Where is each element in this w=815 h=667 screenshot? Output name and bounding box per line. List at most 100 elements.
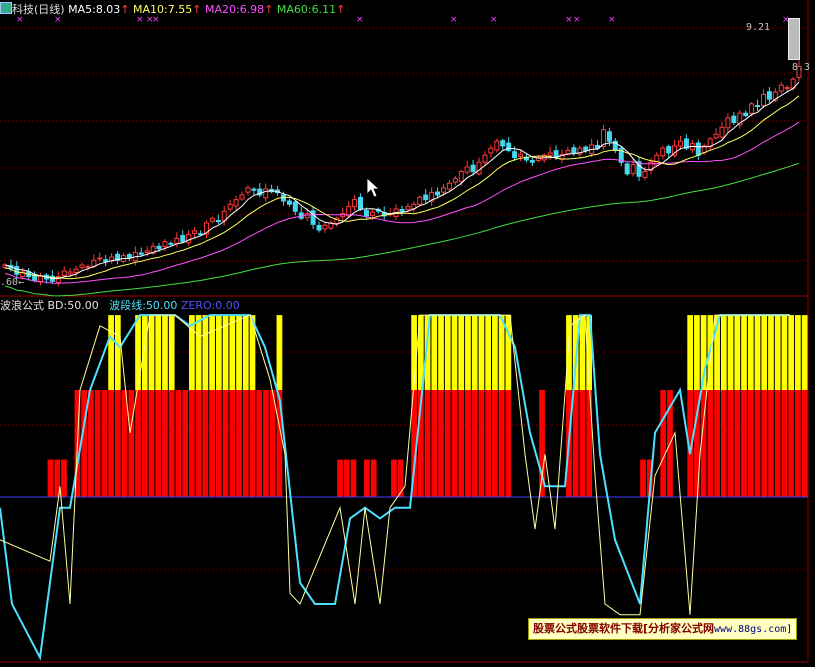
bd-bar-yellow bbox=[498, 315, 505, 390]
price-chart[interactable]: × × × ×× × × × × × × × bbox=[2, 15, 802, 297]
bd-bar-red bbox=[202, 390, 209, 497]
bd-bar-red bbox=[539, 390, 545, 497]
candle-body bbox=[97, 257, 103, 260]
vertical-scroll-handle[interactable] bbox=[788, 18, 800, 60]
bd-bar-red bbox=[700, 390, 707, 497]
candle-body bbox=[79, 264, 85, 269]
candle-body bbox=[423, 194, 429, 201]
bd-bar-yellow bbox=[195, 315, 202, 390]
bd-bar-red bbox=[438, 390, 444, 497]
candle-body bbox=[707, 138, 713, 148]
candle-body bbox=[583, 146, 589, 152]
bd-bar-red bbox=[411, 390, 417, 497]
indicator-chart[interactable] bbox=[0, 314, 808, 661]
candle-body bbox=[766, 91, 772, 100]
candle-body bbox=[476, 161, 482, 175]
candle-body bbox=[251, 188, 257, 191]
candle-body bbox=[518, 153, 524, 157]
candle-body bbox=[642, 171, 648, 178]
candle-body bbox=[743, 112, 749, 117]
bd-bar-red bbox=[397, 459, 404, 497]
low-price-arrow: ← bbox=[18, 277, 25, 288]
bd-bar-red bbox=[148, 390, 155, 497]
signal-marker: × bbox=[146, 15, 154, 25]
bd-bar-red bbox=[182, 390, 189, 497]
candle-body bbox=[310, 210, 316, 225]
candle-body bbox=[571, 147, 577, 154]
bd-bar-yellow bbox=[114, 315, 121, 390]
candle-body bbox=[286, 200, 292, 205]
signal-marker: × bbox=[16, 15, 24, 25]
bd-bar-red bbox=[364, 459, 370, 497]
candle-body bbox=[778, 84, 784, 92]
bd-bar-red bbox=[162, 390, 168, 497]
bd-bar-yellow bbox=[741, 315, 747, 390]
candle-body bbox=[565, 150, 571, 155]
bd-bar-red bbox=[694, 390, 700, 497]
bd-bar-yellow bbox=[768, 315, 774, 390]
bd-bar-yellow bbox=[747, 315, 754, 390]
candle-body bbox=[239, 194, 245, 200]
candle-body bbox=[452, 178, 458, 183]
signal-marker: × bbox=[54, 15, 62, 25]
bd-bar-red bbox=[444, 390, 451, 497]
candle-body bbox=[606, 131, 612, 142]
bd-bar-red bbox=[788, 390, 795, 497]
bd-bar-yellow bbox=[694, 315, 700, 390]
bd-bar-red bbox=[795, 390, 801, 497]
bd-bar-red bbox=[370, 459, 377, 497]
bd-bar-red bbox=[801, 390, 808, 497]
bd-bar-yellow bbox=[714, 315, 720, 390]
bd-line bbox=[0, 314, 790, 616]
bd-bar-red bbox=[492, 390, 498, 497]
bd-bar-red bbox=[747, 390, 754, 497]
candle-body bbox=[529, 159, 535, 163]
bd-bar-red bbox=[101, 390, 108, 497]
bd-bar-yellow bbox=[438, 315, 444, 390]
candle-body bbox=[719, 126, 725, 138]
bd-bar-yellow bbox=[788, 315, 795, 390]
candle-body bbox=[73, 268, 79, 274]
bd-bar-red bbox=[229, 390, 236, 497]
bd-bar-red bbox=[687, 390, 694, 497]
candle-body bbox=[156, 245, 162, 250]
bd-bar-yellow bbox=[754, 315, 761, 390]
bd-bar-red bbox=[774, 390, 781, 497]
bd-bar-yellow bbox=[465, 315, 471, 390]
candle-body bbox=[138, 252, 144, 255]
bd-bar-yellow bbox=[566, 315, 572, 390]
candle-body bbox=[233, 199, 239, 207]
candle-body bbox=[67, 271, 73, 275]
signal-marker: × bbox=[450, 15, 458, 25]
candle-body bbox=[322, 224, 328, 230]
ma20-arrow: ↑ bbox=[264, 3, 274, 16]
bd-bar-red bbox=[720, 390, 727, 497]
bd-bar-yellow bbox=[781, 315, 788, 390]
watermark-url: www.88gs.com] bbox=[714, 624, 793, 635]
candle-body bbox=[369, 211, 375, 216]
chart-icon bbox=[0, 2, 12, 14]
bd-bar-red bbox=[54, 459, 61, 497]
candle-body bbox=[198, 233, 204, 236]
bd-bar-red bbox=[88, 390, 94, 497]
candle-body bbox=[695, 142, 701, 156]
candle-body bbox=[292, 201, 298, 212]
bd-bar-yellow bbox=[168, 315, 175, 390]
bd-bar-yellow bbox=[451, 315, 458, 390]
bd-bar-red bbox=[114, 390, 121, 497]
bd-bar-red bbox=[195, 390, 202, 497]
candle-body bbox=[162, 241, 168, 247]
candle-body bbox=[203, 222, 209, 235]
watermark-banner[interactable]: 股票公式股票软件下载[分析家公式网www.88gs.com] bbox=[528, 618, 798, 640]
bd-bar-yellow bbox=[189, 315, 195, 390]
candle-body bbox=[749, 103, 755, 114]
bd-bar-red bbox=[269, 390, 276, 497]
bd-bar-red bbox=[81, 390, 88, 497]
bd-bar-red bbox=[242, 390, 249, 497]
bd-bar-red bbox=[61, 459, 67, 497]
bd-bar-red bbox=[640, 459, 646, 497]
bd-bar-red bbox=[155, 390, 162, 497]
candle-body bbox=[144, 250, 150, 254]
candle-body bbox=[547, 152, 553, 156]
candle-body bbox=[174, 237, 180, 244]
